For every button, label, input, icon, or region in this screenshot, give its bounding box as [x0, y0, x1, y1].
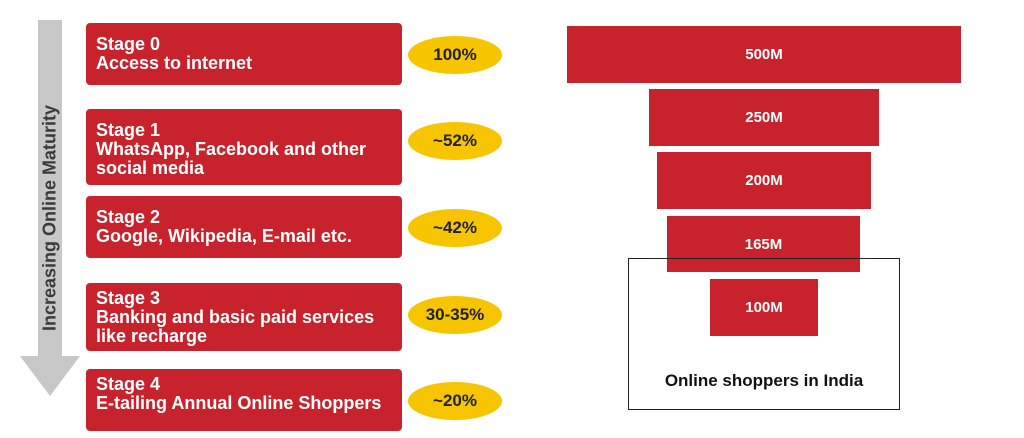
stage-3-box: Stage 3 Banking and basic paid services …: [86, 283, 402, 351]
stage-4-box: Stage 4 E-tailing Annual Online Shoppers: [86, 369, 402, 431]
funnel-bar-4: 100M: [710, 279, 818, 336]
maturity-arrow: Increasing Online Maturity: [0, 0, 90, 433]
stage-description: E-tailing Annual Online Shoppers: [96, 393, 382, 413]
funnel-bar-3: 165M: [667, 216, 860, 272]
stage-0-percent-badge: 100%: [408, 36, 502, 74]
online-shoppers-box: [628, 258, 900, 410]
stage-description: Google, Wikipedia, E-mail etc.: [96, 226, 352, 246]
stage-0-box: Stage 0 Access to internet: [86, 23, 402, 85]
stage-title: Stage 1: [96, 120, 161, 140]
stage-2-box: Stage 2 Google, Wikipedia, E-mail etc.: [86, 196, 402, 258]
arrow-label: Increasing Online Maturity: [39, 104, 60, 332]
stage-1-percent-badge: ~52%: [408, 122, 502, 160]
stage-description: WhatsApp, Facebook and other social medi…: [96, 139, 367, 178]
stage-1-box: Stage 1 WhatsApp, Facebook and other soc…: [86, 109, 402, 185]
stage-2-percent-badge: ~42%: [408, 209, 502, 247]
stage-title: Stage 4: [96, 374, 161, 394]
funnel-bar-1: 250M: [649, 89, 879, 146]
stage-3-percent-badge: 30-35%: [408, 296, 502, 334]
stage-4-percent-badge: ~20%: [408, 382, 502, 420]
funnel-bar-2: 200M: [657, 152, 871, 209]
funnel-bar-0: 500M: [567, 26, 961, 83]
stage-title: Stage 0: [96, 34, 161, 54]
online-shoppers-caption: Online shoppers in India: [664, 371, 864, 390]
stage-title: Stage 2: [96, 207, 161, 227]
stage-title: Stage 3: [96, 288, 161, 308]
down-arrow-icon: [20, 20, 80, 396]
stage-description: Access to internet: [96, 53, 253, 73]
stage-description: Banking and basic paid services like rec…: [96, 307, 375, 346]
